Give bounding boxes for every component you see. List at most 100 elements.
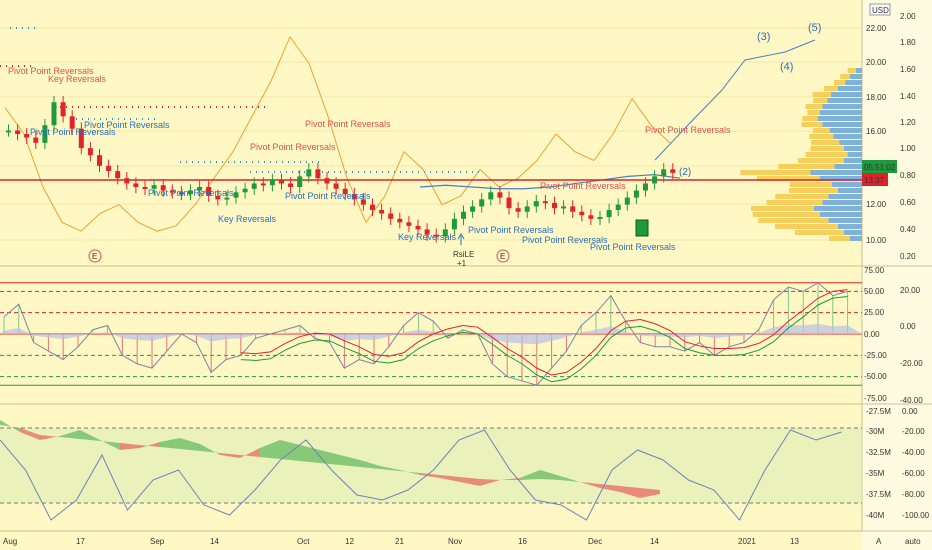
candle-21 (197, 187, 203, 191)
candle-34 (315, 169, 321, 179)
x-label-0: Aug (3, 537, 17, 546)
profile-bar-yellow-28 (829, 236, 850, 241)
candle-9 (87, 148, 93, 156)
candle-39 (360, 199, 366, 205)
currency-badge: USD (869, 3, 891, 16)
profile-bar-blue-14 (847, 152, 862, 157)
candle-30 (279, 179, 284, 184)
candle-44 (406, 222, 412, 226)
elliott-label-3: (3) (757, 31, 770, 43)
osc-right-tick-2: -20.00 (900, 359, 923, 368)
auto-button[interactable]: auto (905, 537, 921, 546)
volume-profile (740, 68, 862, 241)
candlesticks[interactable] (6, 96, 676, 243)
profile-bar-blue-7 (820, 110, 862, 115)
profile-bar-blue-24 (820, 212, 862, 217)
axis-background (862, 0, 932, 550)
osc-right-tick-3: -40.00 (900, 396, 923, 405)
candle-53 (488, 192, 494, 200)
pattern-label-13: Pivot Point Reversals (590, 242, 676, 252)
pattern-label-9: Key Reversals (398, 232, 457, 242)
cloud-seg-23 (460, 477, 480, 486)
profile-bar-blue-18 (820, 176, 862, 181)
svg-text:Pivot Point Reversals: Pivot Point Reversals (590, 242, 676, 252)
profile-bar-blue-25 (828, 218, 862, 223)
panel3-cloud (0, 420, 660, 498)
svg-text:Pivot Point Reversals: Pivot Point Reversals (8, 66, 94, 76)
cloud-seg-12 (240, 448, 260, 458)
x-label-3: 14 (210, 537, 219, 546)
profile-bar-yellow-9 (801, 122, 823, 127)
pattern-label-12: Pivot Point Reversals (522, 235, 608, 245)
cloud-seg-7 (140, 442, 160, 448)
candle-71 (652, 176, 658, 184)
candle-17 (160, 185, 166, 191)
x-label-8: 16 (518, 537, 527, 546)
candle-35 (324, 178, 330, 184)
osc-right-tick-1: 0.00 (900, 322, 916, 331)
event-marker-1[interactable] (88, 249, 102, 263)
candle-58 (533, 201, 539, 207)
pattern-label-6: Pivot Point Reversals (148, 188, 234, 198)
candle-54 (497, 192, 503, 198)
autoscale-a-button[interactable]: A (876, 537, 882, 546)
price-tick-9: 0.20 (900, 252, 916, 261)
profile-bar-blue-0 (856, 68, 862, 73)
candle-14 (133, 183, 139, 187)
cloud-seg-19 (380, 466, 400, 471)
profile-bar-blue-12 (839, 140, 862, 145)
profile-bar-yellow-18 (757, 176, 820, 181)
p3-left-tick-1: -30M (866, 427, 885, 436)
cloud-seg-32 (640, 488, 660, 498)
profile-bar-blue-4 (830, 92, 862, 97)
x-label-5: 12 (345, 537, 354, 546)
cloud-seg-17 (340, 455, 360, 467)
profile-bar-blue-22 (822, 200, 862, 205)
x-label-10: 14 (650, 537, 659, 546)
elliott-label-5: (5) (808, 22, 821, 34)
p3-left-tick-5: -40M (866, 511, 885, 520)
profile-bar-yellow-16 (778, 164, 835, 169)
price-tick-5: 1.00 (900, 144, 916, 153)
profile-bar-yellow-11 (809, 134, 834, 139)
candle-47 (433, 234, 439, 237)
pattern-label-8: Pivot Point Reversals (285, 191, 371, 201)
cloud-seg-30 (600, 484, 620, 492)
candle-69 (633, 190, 639, 198)
candle-70 (643, 183, 648, 191)
rsile-arrow-icon (457, 233, 465, 245)
event-marker-2[interactable] (496, 249, 510, 263)
candle-24 (224, 197, 230, 200)
cloud-seg-21 (420, 473, 440, 478)
x-label-7: Nov (448, 537, 462, 546)
p3-right-tick-2: -40.00 (902, 448, 925, 457)
profile-bar-yellow-14 (805, 152, 848, 157)
candle-7 (69, 116, 75, 129)
svg-text:Pivot Point Reversals: Pivot Point Reversals (148, 188, 234, 198)
cloud-seg-25 (500, 478, 520, 480)
p3-right-tick-0: 0.00 (902, 407, 918, 416)
profile-bar-yellow-2 (834, 80, 846, 85)
profile-bar-yellow-4 (812, 92, 831, 97)
cloud-seg-18 (360, 460, 380, 469)
osc-tick-2: 25.00 (864, 308, 885, 317)
profile-bar-yellow-12 (811, 140, 840, 145)
profile-bar-blue-5 (827, 98, 862, 103)
candle-36 (333, 183, 339, 189)
x-label-2: Sep (150, 537, 165, 546)
countdown-badge: 05:51:02 (862, 160, 897, 173)
profile-bar-blue-10 (829, 128, 862, 133)
profile-bar-blue-6 (822, 104, 862, 109)
profile-bar-yellow-3 (824, 86, 838, 91)
candle-48 (442, 229, 448, 237)
osc-tick-1: 50.00 (864, 287, 885, 296)
p3-left-tick-3: -35M (866, 469, 885, 478)
p3-right-tick-3: -60.00 (902, 469, 925, 478)
pattern-label-4: Pivot Point Reversals (250, 142, 336, 152)
candle-11 (106, 165, 112, 172)
cloud-seg-3 (60, 430, 80, 439)
osc-right-tick-0: 20.00 (900, 286, 921, 295)
candle-63 (579, 211, 585, 216)
panel3-band (0, 428, 862, 503)
